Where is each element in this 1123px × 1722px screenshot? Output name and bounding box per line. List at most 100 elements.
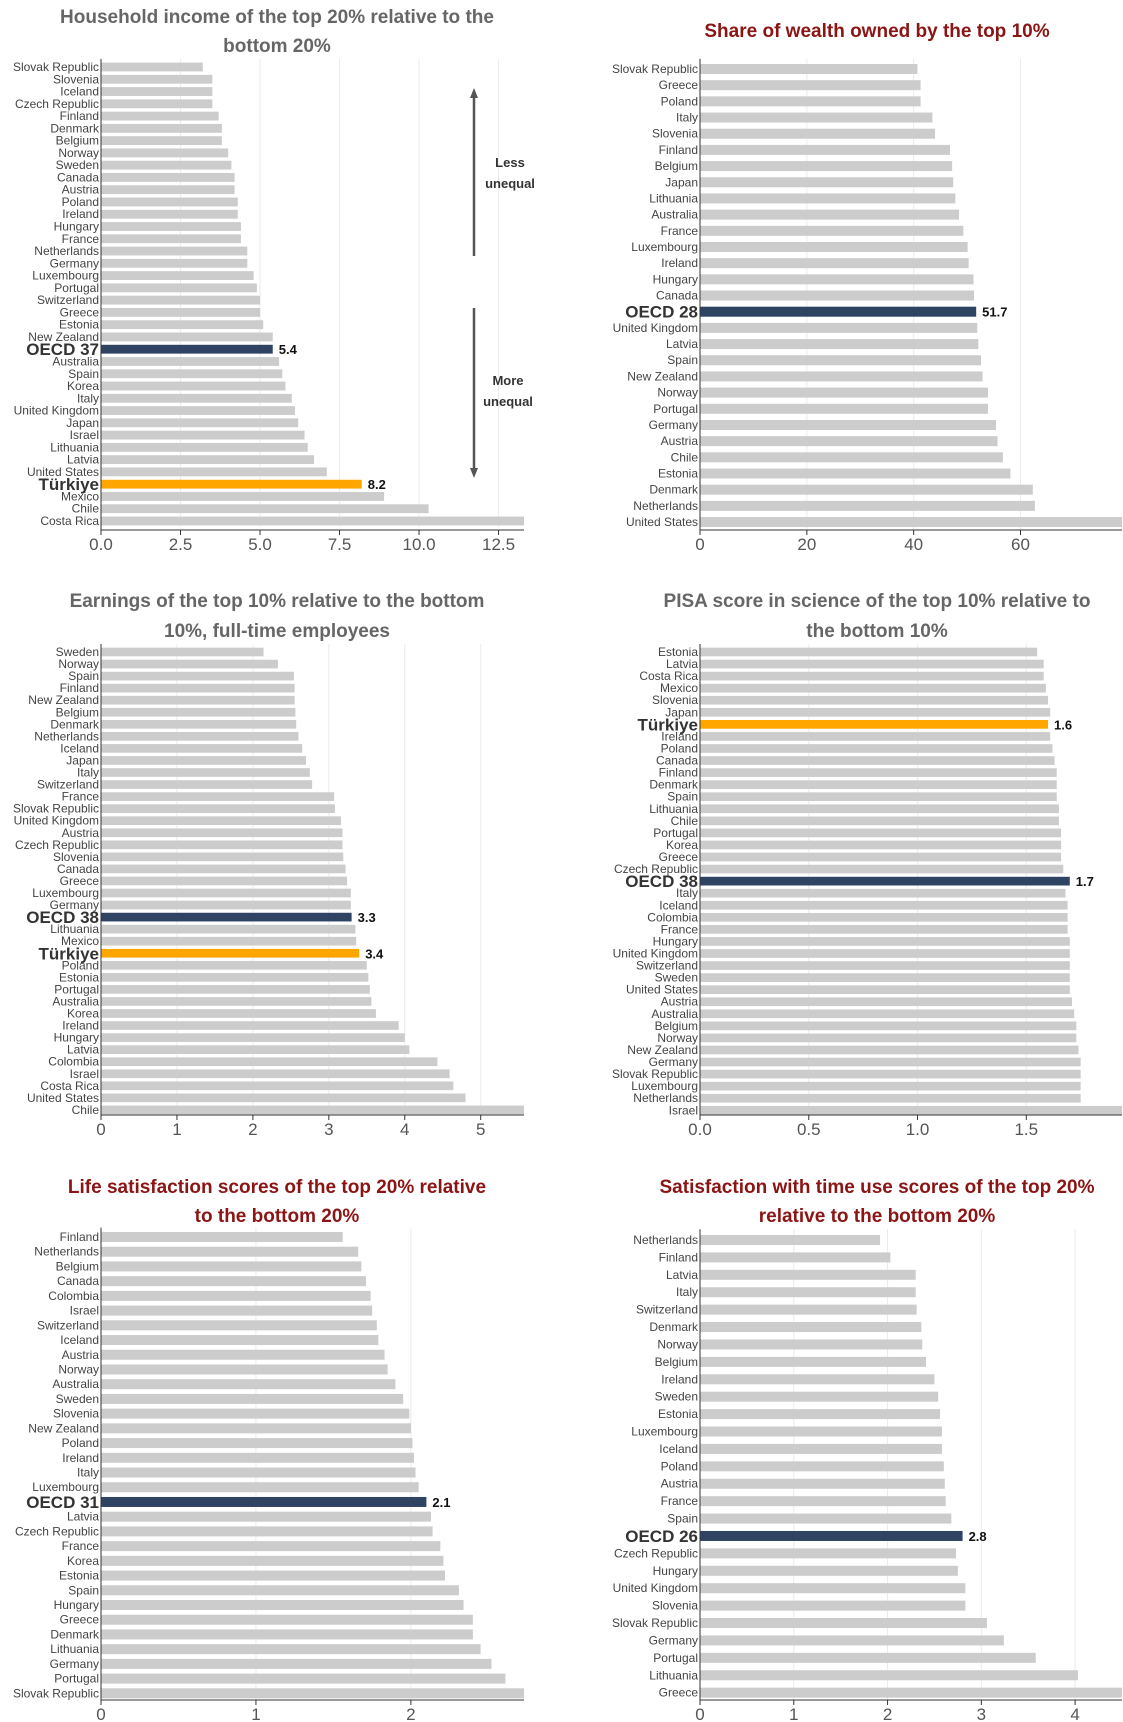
bar-portugal (101, 1673, 506, 1684)
bar-iceland (101, 744, 303, 753)
chart-title: Life satisfaction scores of the top 20% … (68, 1177, 486, 1198)
category-label: Belgium (56, 1259, 99, 1273)
bar-new-zealand (101, 695, 295, 705)
category-label: Hungary (54, 220, 99, 234)
category-label: Norway (58, 1362, 99, 1376)
bar-poland (101, 197, 238, 207)
x-tick-label: 7.5 (328, 535, 352, 554)
category-label: Portugal (653, 402, 698, 416)
category-label: Türkiye (39, 475, 99, 494)
category-label: Lithuania (50, 440, 99, 454)
category-label: United Kingdom (613, 947, 698, 961)
category-label: Estonia (59, 318, 99, 332)
x-tick-label: 0.0 (688, 1120, 712, 1139)
value-label: 1.6 (1054, 717, 1072, 732)
bar-chile (700, 452, 1003, 463)
x-tick-label: 2 (883, 1705, 892, 1722)
category-label: Spain (667, 1512, 698, 1526)
category-label: Italy (77, 766, 99, 780)
bar-iceland (101, 1335, 379, 1346)
category-label: Greece (659, 850, 699, 864)
category-label: Switzerland (37, 293, 99, 307)
category-label: Italy (676, 1285, 698, 1299)
bar-japan (700, 177, 954, 188)
bar-netherlands (700, 500, 1035, 511)
bar-japan (101, 756, 307, 765)
x-tick-label: 20 (797, 535, 816, 554)
category-label: Sweden (655, 1390, 698, 1404)
category-label: Sweden (56, 645, 99, 659)
bar-hungary (101, 1600, 464, 1610)
bar-canada (101, 864, 346, 874)
bar-iceland (101, 87, 213, 96)
bar-finland (700, 144, 950, 155)
category-label: OECD 38 (26, 908, 99, 927)
category-label: Poland (62, 958, 99, 972)
bar-slovenia (700, 1600, 966, 1611)
category-label: Slovenia (652, 127, 698, 141)
bar-poland (700, 96, 921, 107)
bar-korea (101, 1555, 444, 1566)
bar-mexico (101, 936, 357, 946)
category-label: France (661, 224, 699, 238)
x-tick-label: 5 (476, 1120, 485, 1139)
bar-mexico (700, 683, 1046, 693)
bar-germany (700, 1635, 1004, 1646)
bar-spain (101, 369, 283, 379)
category-label: Luxembourg (32, 886, 99, 900)
category-label: Chile (72, 502, 100, 516)
bar-australia (700, 209, 960, 220)
bar-germany (700, 1057, 1081, 1067)
category-label: Norway (657, 1337, 698, 1351)
category-label: Slovenia (652, 693, 698, 707)
more-unequal-label: More (492, 373, 523, 388)
bar-japan (700, 707, 1051, 717)
category-label: Austria (661, 1477, 699, 1491)
bar-latvia (101, 1511, 432, 1522)
bar-spain (700, 1513, 952, 1524)
bar-korea (101, 381, 286, 391)
category-label: Ireland (62, 1451, 99, 1465)
category-label: Denmark (649, 483, 699, 497)
value-label: 3.4 (365, 946, 384, 961)
category-label: Australia (52, 354, 99, 368)
bar-iceland (700, 1443, 942, 1454)
x-tick-label: 0.0 (89, 535, 113, 554)
bar-hungary (101, 222, 241, 231)
bar-estonia (700, 1409, 941, 1420)
x-tick-label: 2 (406, 1705, 415, 1722)
bar-france (101, 234, 241, 244)
category-label: Lithuania (649, 191, 698, 205)
category-label: Lithuania (50, 922, 99, 936)
category-label: Colombia (48, 1055, 99, 1069)
chart-title: Household income of the top 20% relative… (60, 7, 494, 28)
category-label: France (62, 1539, 100, 1553)
bar-canada (700, 756, 1055, 765)
category-label: Luxembourg (32, 269, 99, 283)
bar-norway (700, 1033, 1077, 1043)
bar-hungary (700, 1565, 958, 1576)
chart-panel-4: PISA score in science of the top 10% rel… (612, 591, 1122, 1139)
category-label: France (62, 790, 100, 804)
bar-costa-rica (700, 671, 1044, 681)
category-label: Ireland (661, 1372, 698, 1386)
bar-portugal (700, 828, 1062, 838)
value-label: 3.3 (358, 910, 376, 925)
category-label: Sweden (56, 1392, 99, 1406)
category-label: Israel (70, 1304, 99, 1318)
bar-finland (101, 683, 295, 693)
category-label: Slovenia (53, 850, 99, 864)
bar-france (700, 1496, 946, 1507)
category-label: Italy (676, 111, 698, 125)
bar-spain (700, 355, 981, 366)
x-tick-label: 1 (172, 1120, 181, 1139)
bar-chile (700, 816, 1059, 826)
x-tick-label: 2 (248, 1120, 257, 1139)
category-label: Netherlands (34, 729, 99, 743)
category-label: Denmark (50, 1627, 100, 1641)
bar-latvia (101, 455, 315, 465)
bar-netherlands (700, 1093, 1081, 1103)
category-label: Switzerland (636, 1303, 698, 1317)
bar-norway (101, 1364, 388, 1375)
bar-finland (700, 1252, 891, 1263)
